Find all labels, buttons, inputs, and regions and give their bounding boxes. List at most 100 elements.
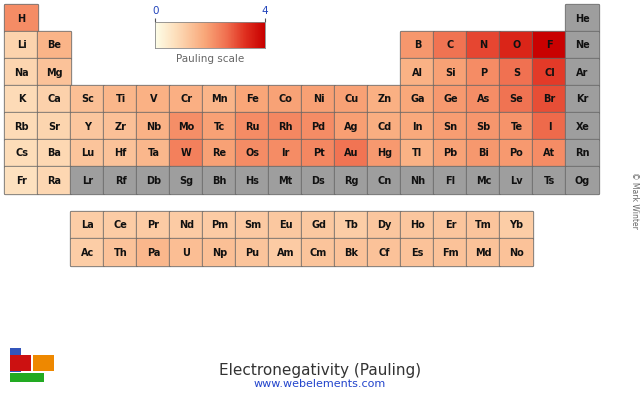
- Text: Cs: Cs: [15, 148, 28, 158]
- FancyBboxPatch shape: [136, 166, 171, 195]
- Text: Sm: Sm: [244, 220, 261, 230]
- FancyBboxPatch shape: [433, 166, 468, 195]
- Text: Rf: Rf: [115, 176, 126, 186]
- FancyBboxPatch shape: [37, 112, 72, 141]
- Text: Zn: Zn: [378, 94, 392, 104]
- Text: W: W: [181, 148, 192, 158]
- FancyBboxPatch shape: [499, 238, 534, 267]
- Text: Np: Np: [212, 248, 227, 258]
- FancyBboxPatch shape: [565, 112, 600, 141]
- Text: At: At: [543, 148, 556, 158]
- FancyBboxPatch shape: [37, 85, 72, 114]
- FancyBboxPatch shape: [467, 31, 500, 60]
- FancyBboxPatch shape: [467, 139, 500, 168]
- FancyBboxPatch shape: [400, 238, 435, 267]
- Text: Pd: Pd: [312, 122, 326, 132]
- Text: Sg: Sg: [179, 176, 193, 186]
- Text: Ne: Ne: [575, 40, 590, 50]
- FancyBboxPatch shape: [334, 85, 369, 114]
- FancyBboxPatch shape: [202, 139, 237, 168]
- Text: Lu: Lu: [81, 148, 94, 158]
- Text: Rn: Rn: [575, 148, 589, 158]
- FancyBboxPatch shape: [499, 112, 534, 141]
- Text: Dy: Dy: [378, 220, 392, 230]
- FancyBboxPatch shape: [136, 211, 171, 240]
- FancyBboxPatch shape: [4, 58, 38, 87]
- Text: Cr: Cr: [180, 94, 193, 104]
- Text: Zr: Zr: [115, 122, 127, 132]
- Text: Pauling scale: Pauling scale: [176, 54, 244, 64]
- Text: Cu: Cu: [344, 94, 358, 104]
- FancyBboxPatch shape: [433, 112, 468, 141]
- Text: K: K: [18, 94, 25, 104]
- Text: Te: Te: [511, 122, 523, 132]
- Text: Am: Am: [276, 248, 294, 258]
- FancyBboxPatch shape: [334, 166, 369, 195]
- Text: Lr: Lr: [82, 176, 93, 186]
- Text: Ir: Ir: [282, 148, 290, 158]
- Text: Be: Be: [47, 40, 61, 50]
- FancyBboxPatch shape: [499, 31, 534, 60]
- FancyBboxPatch shape: [433, 211, 468, 240]
- FancyBboxPatch shape: [4, 85, 38, 114]
- Text: Electronegativity (Pauling): Electronegativity (Pauling): [219, 362, 421, 378]
- Text: Fm: Fm: [442, 248, 459, 258]
- FancyBboxPatch shape: [532, 112, 566, 141]
- FancyBboxPatch shape: [70, 166, 105, 195]
- FancyBboxPatch shape: [532, 85, 566, 114]
- Bar: [10, 355, 31, 371]
- Text: He: He: [575, 14, 590, 24]
- FancyBboxPatch shape: [565, 4, 600, 33]
- FancyBboxPatch shape: [301, 139, 336, 168]
- Text: Pr: Pr: [147, 220, 159, 230]
- FancyBboxPatch shape: [334, 139, 369, 168]
- FancyBboxPatch shape: [236, 112, 269, 141]
- Text: Bk: Bk: [344, 248, 358, 258]
- Text: Fe: Fe: [246, 94, 259, 104]
- FancyBboxPatch shape: [301, 166, 336, 195]
- Text: Ti: Ti: [115, 94, 125, 104]
- Text: In: In: [412, 122, 423, 132]
- FancyBboxPatch shape: [532, 166, 566, 195]
- Text: Ni: Ni: [313, 94, 324, 104]
- Text: F: F: [546, 40, 553, 50]
- FancyBboxPatch shape: [236, 238, 269, 267]
- Text: Og: Og: [575, 176, 590, 186]
- Bar: [10, 348, 21, 372]
- Text: Pb: Pb: [444, 148, 458, 158]
- Text: © Mark Winter: © Mark Winter: [630, 172, 639, 228]
- Text: Mc: Mc: [476, 176, 491, 186]
- FancyBboxPatch shape: [136, 238, 171, 267]
- Text: Ga: Ga: [410, 94, 425, 104]
- FancyBboxPatch shape: [400, 85, 435, 114]
- FancyBboxPatch shape: [70, 238, 105, 267]
- Text: Db: Db: [146, 176, 161, 186]
- FancyBboxPatch shape: [103, 238, 138, 267]
- Text: Eu: Eu: [278, 220, 292, 230]
- FancyBboxPatch shape: [103, 85, 138, 114]
- Text: V: V: [150, 94, 157, 104]
- Bar: [33, 355, 54, 371]
- FancyBboxPatch shape: [236, 85, 269, 114]
- FancyBboxPatch shape: [400, 58, 435, 87]
- FancyBboxPatch shape: [202, 112, 237, 141]
- Text: Cm: Cm: [310, 248, 327, 258]
- FancyBboxPatch shape: [499, 211, 534, 240]
- FancyBboxPatch shape: [103, 112, 138, 141]
- Text: Li: Li: [17, 40, 26, 50]
- Text: Ar: Ar: [576, 68, 589, 78]
- FancyBboxPatch shape: [433, 139, 468, 168]
- Text: Ba: Ba: [47, 148, 61, 158]
- FancyBboxPatch shape: [499, 85, 534, 114]
- FancyBboxPatch shape: [268, 211, 303, 240]
- FancyBboxPatch shape: [301, 211, 336, 240]
- FancyBboxPatch shape: [37, 139, 72, 168]
- FancyBboxPatch shape: [136, 85, 171, 114]
- Text: Tc: Tc: [214, 122, 225, 132]
- FancyBboxPatch shape: [170, 238, 204, 267]
- Text: Gd: Gd: [311, 220, 326, 230]
- Text: Ge: Ge: [443, 94, 458, 104]
- Text: O: O: [513, 40, 520, 50]
- Text: Es: Es: [412, 248, 424, 258]
- FancyBboxPatch shape: [4, 112, 38, 141]
